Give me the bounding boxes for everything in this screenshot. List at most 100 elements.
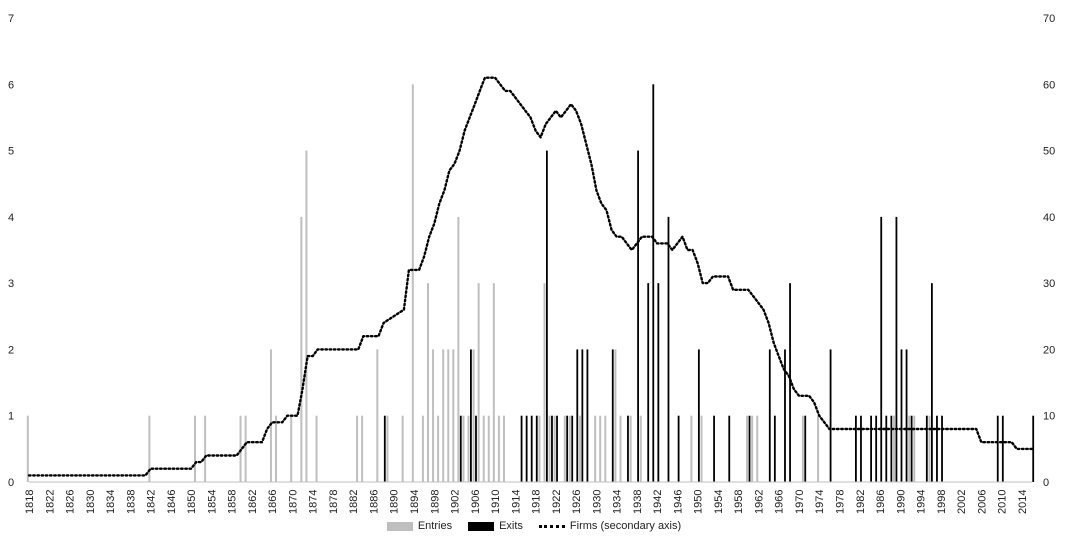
- firms-line-layer: [27, 76, 1034, 477]
- entry-bar: [502, 415, 505, 482]
- x-tick-label: 2014: [1017, 490, 1029, 514]
- left-tick-label: 6: [8, 79, 14, 91]
- entry-bar: [690, 415, 693, 482]
- x-tick-label: 1910: [490, 490, 502, 514]
- entry-bar: [442, 349, 445, 482]
- exit-bar: [459, 415, 462, 482]
- x-tick-label: 1950: [693, 490, 705, 514]
- entry-bar: [801, 415, 804, 482]
- entry-bar: [487, 415, 490, 482]
- exit-bar: [383, 415, 386, 482]
- entry-bar: [538, 415, 541, 482]
- left-tick-label: 5: [8, 146, 14, 158]
- left-tick-label: 0: [8, 477, 14, 489]
- x-tick-label: 1994: [916, 490, 928, 514]
- exit-bar: [545, 150, 548, 483]
- exit-bar: [930, 283, 933, 482]
- x-tick-label: 1818: [24, 490, 36, 514]
- exit-bar: [768, 349, 771, 482]
- exit-bar: [789, 283, 791, 482]
- exit-bar: [784, 349, 786, 482]
- entry-bar: [432, 349, 435, 482]
- entry-bar: [543, 283, 546, 482]
- entry-bar: [594, 415, 597, 482]
- legend: Entries Exits Firms (secondary axis): [0, 520, 1068, 532]
- x-tick-label: 1934: [612, 490, 624, 514]
- entry-bar: [356, 415, 359, 482]
- x-tick-label: 1854: [206, 490, 218, 514]
- x-tick-label: 1886: [368, 490, 380, 514]
- exit-bar: [1032, 415, 1035, 482]
- exit-bar: [996, 415, 999, 482]
- x-tick-label: 2002: [956, 490, 968, 514]
- right-tick-label: 0: [1043, 477, 1049, 489]
- entry-bar: [497, 415, 500, 482]
- entry-bar: [751, 415, 754, 482]
- entries-swatch: [386, 521, 413, 531]
- right-tick-label: 50: [1043, 146, 1055, 158]
- exit-bar: [748, 415, 751, 482]
- entry-bar: [467, 415, 470, 482]
- exit-bar: [535, 415, 538, 482]
- exit-bar: [566, 415, 569, 482]
- firms-line: [27, 76, 1034, 477]
- x-tick-label: 2010: [997, 490, 1009, 514]
- x-tick-label: 1954: [713, 490, 725, 514]
- entry-bar: [629, 415, 632, 482]
- exit-bar: [652, 84, 655, 483]
- x-tick-label: 1834: [105, 490, 117, 514]
- entry-bar: [913, 415, 916, 482]
- x-tick-label: 1998: [936, 490, 948, 514]
- entry-bar: [148, 415, 151, 482]
- left-tick-label: 4: [8, 212, 14, 224]
- x-tick-label: 1858: [227, 490, 239, 514]
- x-tick-label: 1874: [308, 490, 320, 514]
- entry-bar: [604, 415, 607, 482]
- entry-bar: [421, 415, 424, 482]
- x-tick-label: 1822: [44, 490, 56, 514]
- entry-bar: [619, 415, 622, 482]
- exit-bar: [667, 216, 670, 482]
- entry-bar: [578, 415, 581, 482]
- exit-bar: [900, 349, 903, 482]
- entry-bar: [437, 415, 440, 482]
- legend-item-exits: Exits: [468, 520, 523, 532]
- entry-bar: [411, 84, 414, 483]
- x-tick-label: 1862: [247, 490, 259, 514]
- right-tick-label: 30: [1043, 278, 1055, 290]
- exit-bar: [910, 415, 913, 482]
- entry-bar: [568, 415, 571, 482]
- right-tick-label: 20: [1043, 344, 1055, 356]
- exit-bar: [470, 349, 472, 482]
- exit-bar: [885, 415, 888, 482]
- left-tick-label: 3: [8, 278, 14, 290]
- exit-bar: [627, 415, 629, 482]
- right-tick-label: 40: [1043, 212, 1055, 224]
- x-tick-label: 1974: [814, 490, 826, 514]
- entry-bar: [756, 415, 759, 482]
- exit-bar: [880, 216, 883, 482]
- x-tick-label: 1930: [591, 490, 603, 514]
- entry-bar: [700, 415, 703, 482]
- entry-bar: [447, 349, 450, 482]
- firms-swatch: [538, 524, 565, 528]
- entry-bar: [361, 415, 364, 482]
- entry-bar: [746, 415, 749, 482]
- left-tick-label: 1: [8, 411, 14, 423]
- entry-bar: [908, 415, 911, 482]
- entry-bar: [269, 349, 272, 482]
- exit-bar: [520, 415, 523, 482]
- exit-bar: [829, 349, 832, 482]
- legend-item-entries: Entries: [386, 520, 452, 532]
- exit-bar: [875, 415, 878, 482]
- exit-bar: [571, 415, 574, 482]
- right-tick-label: 10: [1043, 411, 1055, 423]
- entry-bar: [817, 415, 820, 482]
- right-tick-label: 60: [1043, 79, 1055, 91]
- x-tick-label: 1878: [328, 490, 340, 514]
- x-tick-label: 1866: [267, 490, 279, 514]
- entry-bar: [639, 415, 642, 482]
- left-tick-label: 2: [8, 344, 14, 356]
- exit-bar: [1001, 415, 1004, 482]
- x-tick-label: 1942: [652, 490, 664, 514]
